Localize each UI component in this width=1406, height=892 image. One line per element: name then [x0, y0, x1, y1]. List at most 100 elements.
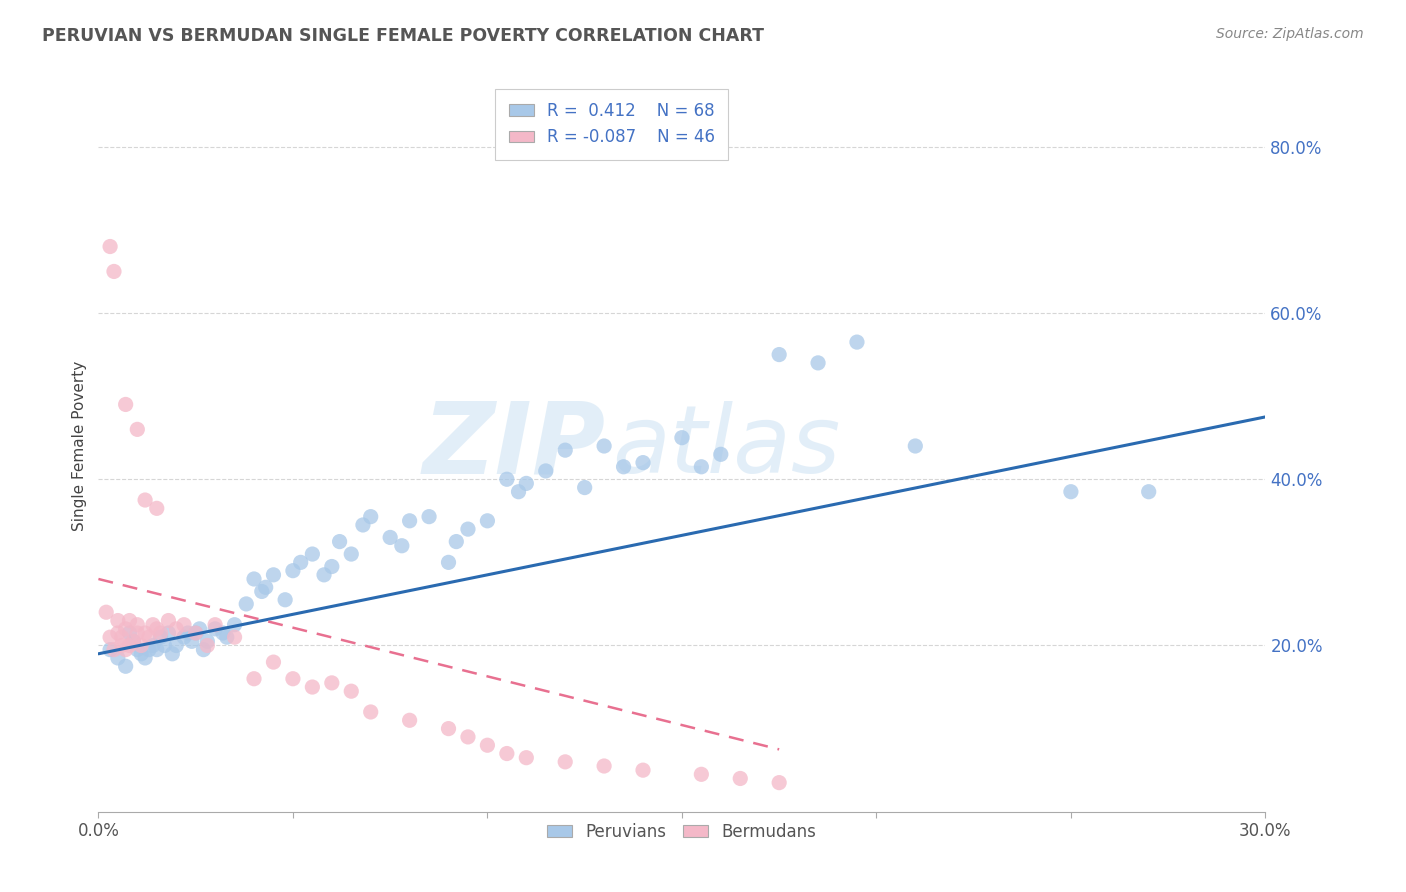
Point [165, 622, 187, 636]
Point [215, 630, 238, 644]
Point [118, 614, 141, 628]
Point [496, 472, 519, 486]
Point [846, 335, 869, 350]
Point [254, 580, 277, 594]
Point [380, 530, 402, 544]
Point [457, 522, 479, 536]
Point [184, 626, 207, 640]
Point [496, 747, 519, 761]
Point [224, 630, 246, 644]
Point [515, 750, 537, 764]
Point [134, 626, 156, 640]
Point [690, 459, 713, 474]
Text: ZIP: ZIP [423, 398, 606, 494]
Point [107, 614, 129, 628]
Point [184, 626, 207, 640]
Point [188, 622, 211, 636]
Point [114, 397, 136, 411]
Point [96, 605, 118, 619]
Point [103, 264, 125, 278]
Point [204, 617, 226, 632]
Point [360, 509, 382, 524]
Point [730, 772, 752, 786]
Point [243, 572, 266, 586]
Point [129, 647, 152, 661]
Point [146, 642, 169, 657]
Point [262, 655, 284, 669]
Point [360, 705, 382, 719]
Point [398, 714, 420, 728]
Point [281, 564, 304, 578]
Text: atlas: atlas [612, 401, 841, 491]
Y-axis label: Single Female Poverty: Single Female Poverty [72, 361, 87, 531]
Point [554, 443, 576, 458]
Point [107, 651, 129, 665]
Point [768, 347, 790, 362]
Point [138, 630, 160, 644]
Point [437, 722, 460, 736]
Point [98, 630, 121, 644]
Point [138, 642, 160, 657]
Point [195, 639, 218, 653]
Point [162, 647, 184, 661]
Point [710, 447, 733, 461]
Point [193, 642, 215, 657]
Point [1137, 484, 1160, 499]
Point [312, 567, 335, 582]
Point [250, 584, 273, 599]
Point [477, 738, 499, 752]
Point [127, 422, 149, 436]
Point [146, 622, 169, 636]
Point [173, 617, 195, 632]
Point [127, 617, 149, 632]
Point [142, 639, 165, 653]
Point [301, 547, 323, 561]
Point [904, 439, 927, 453]
Point [243, 672, 266, 686]
Point [281, 672, 304, 686]
Point [352, 518, 374, 533]
Point [340, 547, 363, 561]
Point [149, 626, 172, 640]
Point [165, 639, 187, 653]
Point [437, 555, 460, 569]
Point [157, 614, 180, 628]
Point [114, 622, 136, 636]
Point [593, 439, 616, 453]
Point [274, 592, 297, 607]
Point [157, 626, 180, 640]
Point [631, 763, 654, 777]
Legend: Peruvians, Bermudans: Peruvians, Bermudans [541, 816, 823, 847]
Point [122, 634, 145, 648]
Point [235, 597, 257, 611]
Point [129, 639, 152, 653]
Point [593, 759, 616, 773]
Point [114, 659, 136, 673]
Point [690, 767, 713, 781]
Point [262, 567, 284, 582]
Point [807, 356, 830, 370]
Point [204, 622, 226, 636]
Point [118, 626, 141, 640]
Point [103, 642, 125, 657]
Point [515, 476, 537, 491]
Point [127, 642, 149, 657]
Text: Source: ZipAtlas.com: Source: ZipAtlas.com [1216, 27, 1364, 41]
Text: PERUVIAN VS BERMUDAN SINGLE FEMALE POVERTY CORRELATION CHART: PERUVIAN VS BERMUDAN SINGLE FEMALE POVER… [42, 27, 765, 45]
Point [134, 493, 156, 508]
Point [111, 639, 134, 653]
Point [111, 630, 134, 644]
Point [418, 509, 440, 524]
Point [477, 514, 499, 528]
Point [118, 639, 141, 653]
Point [574, 481, 596, 495]
Point [534, 464, 557, 478]
Point [613, 459, 636, 474]
Point [398, 514, 420, 528]
Point [107, 626, 129, 640]
Point [508, 484, 530, 499]
Point [146, 501, 169, 516]
Point [98, 239, 121, 253]
Point [122, 634, 145, 648]
Point [340, 684, 363, 698]
